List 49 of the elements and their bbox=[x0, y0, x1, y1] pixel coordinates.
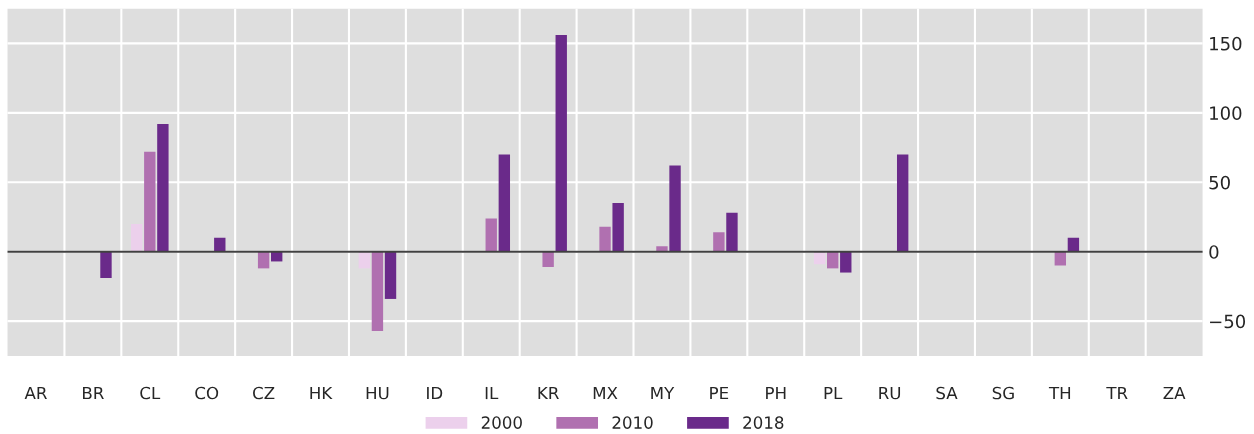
legend-label: 2000 bbox=[481, 416, 522, 429]
x-tick-label: CL bbox=[140, 386, 161, 400]
bar bbox=[157, 123, 169, 252]
x-tick-label: TH bbox=[1048, 386, 1071, 400]
x-tick-label: MX bbox=[593, 386, 618, 400]
x-tick-label: ID bbox=[427, 386, 443, 400]
bar bbox=[485, 218, 497, 252]
x-tick-label: SG bbox=[992, 386, 1014, 400]
bar bbox=[1054, 251, 1067, 266]
x-tick-label: IL bbox=[485, 386, 499, 400]
x-tick-label: ZA bbox=[1163, 386, 1186, 400]
bar bbox=[840, 251, 852, 273]
bar bbox=[599, 226, 611, 252]
bar bbox=[612, 203, 624, 252]
x-tick-label: HU bbox=[366, 386, 389, 400]
y-tick-label: 150 bbox=[1210, 36, 1242, 51]
bar bbox=[669, 165, 681, 252]
x-tick-label: CO bbox=[195, 386, 219, 400]
x-tick-label: PL bbox=[824, 386, 843, 400]
bar bbox=[896, 154, 909, 252]
x-tick-label: TR bbox=[1106, 386, 1128, 400]
y-tick-label: −50 bbox=[1210, 314, 1246, 329]
bar bbox=[555, 35, 567, 252]
x-tick-label: RU bbox=[879, 386, 901, 400]
x-tick-label: BR bbox=[83, 386, 104, 400]
x-tick-label: AR bbox=[24, 386, 47, 400]
bar bbox=[131, 223, 143, 252]
x-tick-label: PH bbox=[766, 386, 786, 400]
bar bbox=[100, 251, 112, 279]
y-tick-label: 100 bbox=[1210, 106, 1242, 120]
bar bbox=[542, 251, 554, 267]
bar bbox=[726, 212, 738, 252]
bar bbox=[384, 251, 397, 299]
bar bbox=[498, 154, 511, 252]
bar bbox=[1067, 237, 1080, 252]
x-tick-label: KR bbox=[538, 386, 559, 400]
y-tick-label: 0 bbox=[1209, 245, 1219, 259]
bar bbox=[144, 151, 156, 252]
legend-label: 2018 bbox=[743, 416, 784, 429]
x-tick-label: PE bbox=[710, 386, 729, 400]
x-tick-label: HK bbox=[310, 386, 333, 400]
bar bbox=[713, 232, 725, 252]
bar bbox=[214, 237, 226, 252]
bar bbox=[371, 251, 384, 331]
x-tick-label: CZ bbox=[253, 386, 275, 400]
x-tick-label: SA bbox=[936, 386, 958, 400]
x-tick-label: MY bbox=[651, 386, 675, 400]
y-tick-label: 50 bbox=[1209, 175, 1230, 190]
legend-label: 2010 bbox=[612, 416, 653, 429]
